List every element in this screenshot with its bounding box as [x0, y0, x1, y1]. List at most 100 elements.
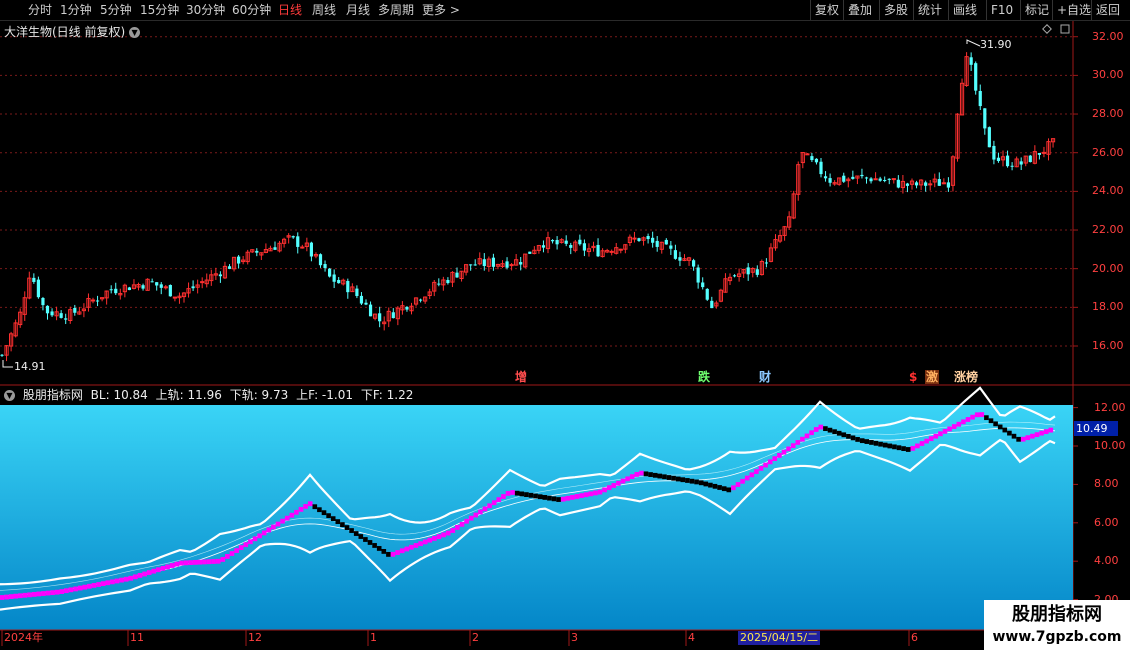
candle-body [27, 277, 32, 299]
candle-body [609, 250, 614, 253]
candle-body [313, 254, 319, 257]
toolbar-action-button[interactable]: 叠加 [848, 3, 873, 17]
candle-body [36, 279, 40, 298]
stock-title[interactable]: 大洋生物(日线 前复权) [4, 25, 126, 39]
indicator-step-block [96, 582, 101, 587]
indicator-step-block [427, 537, 433, 543]
event-marker[interactable]: $ [909, 370, 918, 384]
candle-body [477, 258, 482, 265]
period-tab[interactable]: 月线 [346, 3, 371, 17]
candle-body [905, 183, 910, 186]
event-marker[interactable]: 激 [925, 370, 940, 384]
candle-body [64, 318, 68, 320]
candle-body [255, 250, 259, 253]
candle-body [800, 152, 805, 164]
toolbar-action-button[interactable]: 画线 [953, 3, 978, 17]
candle-body [163, 286, 168, 289]
indicator-step-block [708, 482, 713, 488]
event-marker[interactable]: 财 [759, 370, 772, 384]
toolbar-action-button[interactable]: 统计 [918, 3, 943, 17]
event-marker[interactable]: 跌 [698, 370, 711, 384]
indicator-step-block [933, 433, 939, 439]
indicator-step-block [611, 483, 617, 488]
candle-body [837, 177, 842, 185]
indicator-step-block [823, 426, 828, 432]
period-tab[interactable]: 60分钟 [232, 3, 272, 17]
candle-body [605, 249, 610, 253]
indicator-step-block [542, 495, 548, 500]
candle-body [131, 284, 137, 289]
candle-body [77, 311, 82, 315]
candle-body [532, 249, 537, 255]
period-tab[interactable]: 更多 > [422, 3, 460, 17]
toolbar-action-button[interactable]: 标记 [1025, 3, 1050, 17]
toolbar-action-button[interactable]: F10 [991, 3, 1014, 17]
toolbar-action-button[interactable]: 多股 [884, 3, 909, 17]
indicator-step-block [317, 507, 322, 513]
candle-body [878, 178, 882, 181]
candle-body [1023, 155, 1028, 164]
period-tab[interactable]: 日线 [278, 3, 303, 17]
indicator-step-block [754, 469, 759, 474]
max-price-marker: 31.90 [980, 38, 1012, 51]
candle-body [241, 259, 246, 263]
indicator-step-block [583, 492, 589, 498]
toolbar-divider [1020, 0, 1021, 20]
candle-body [300, 246, 305, 249]
candle-body [213, 273, 218, 276]
period-tab[interactable]: 多周期 [378, 3, 415, 17]
candle-body [86, 298, 91, 308]
indicator-step-block [671, 475, 676, 481]
candle-body [441, 279, 446, 286]
price-panel [0, 24, 1073, 385]
period-tab[interactable]: 15分钟 [140, 3, 180, 17]
candle-body [1014, 158, 1019, 168]
indicator-step-block [1043, 429, 1049, 435]
period-tab[interactable]: 周线 [312, 3, 337, 17]
indicator-name[interactable]: 股朋指标网 [22, 388, 83, 402]
toolbar-action-button[interactable]: 复权 [815, 3, 840, 17]
candle-body [959, 82, 965, 116]
indicator-step-block [1048, 427, 1054, 433]
chevron-down-icon[interactable]: ▼ [129, 27, 141, 38]
candle-body [364, 302, 368, 305]
candle-body [90, 299, 96, 302]
indicator-step-block [804, 433, 810, 439]
price-axis-label: 30.00 [1092, 68, 1124, 82]
candle-body [13, 322, 18, 337]
toolbar-action-button[interactable]: +自选 [1057, 3, 1092, 17]
chevron-down-icon[interactable]: ▼ [4, 390, 15, 401]
indicator-step-block [344, 525, 350, 530]
candle-body [664, 239, 668, 245]
period-tab[interactable]: 5分钟 [100, 3, 132, 17]
indicator-step-block [634, 472, 640, 477]
indicator-step-block [892, 444, 897, 450]
candle-body [819, 161, 823, 175]
candle-body [419, 299, 423, 301]
candle-body [855, 175, 860, 179]
indicator-step-block [386, 552, 391, 557]
candle-body [682, 258, 687, 262]
event-marker[interactable]: 涨榜 [954, 370, 979, 384]
indicator-step-block [409, 544, 414, 550]
period-tab[interactable]: 30分钟 [186, 3, 226, 17]
indicator-step-block [156, 567, 161, 573]
indicator-step-block [896, 445, 902, 451]
candle-body [1041, 151, 1047, 154]
event-marker[interactable]: 增 [515, 370, 528, 384]
indicator-step-block [312, 504, 318, 510]
indicator-step-block [979, 412, 985, 417]
period-tab[interactable]: 1分钟 [60, 3, 92, 17]
period-tab[interactable]: 分时 [28, 3, 53, 17]
indicator-step-block [740, 478, 745, 484]
diamond-icon [1042, 24, 1052, 34]
indicator-step-block [565, 495, 571, 501]
indicator-step-block [1034, 432, 1040, 438]
candle-body [0, 354, 4, 356]
toolbar-action-button[interactable]: 返回 [1096, 3, 1121, 17]
candle-body [227, 266, 232, 269]
indicator-step-block [243, 542, 249, 548]
indicator-step-block [119, 577, 124, 583]
candle-body [883, 180, 887, 182]
